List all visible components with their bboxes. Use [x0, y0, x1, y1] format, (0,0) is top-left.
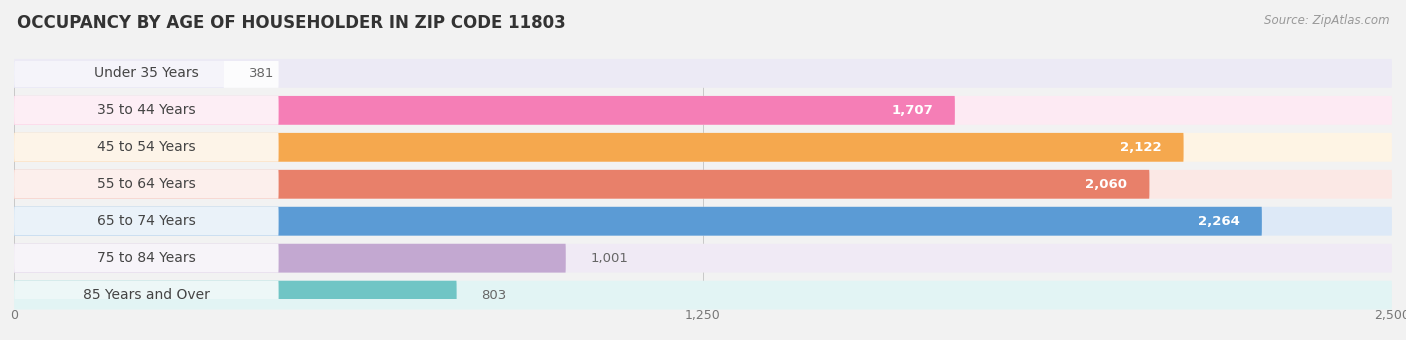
Text: 85 Years and Over: 85 Years and Over: [83, 288, 209, 302]
FancyBboxPatch shape: [14, 207, 1392, 236]
Text: 55 to 64 Years: 55 to 64 Years: [97, 177, 195, 191]
FancyBboxPatch shape: [14, 281, 1392, 309]
FancyBboxPatch shape: [14, 170, 278, 199]
FancyBboxPatch shape: [14, 133, 1184, 162]
Text: 65 to 74 Years: 65 to 74 Years: [97, 214, 195, 228]
FancyBboxPatch shape: [14, 133, 278, 162]
Text: OCCUPANCY BY AGE OF HOUSEHOLDER IN ZIP CODE 11803: OCCUPANCY BY AGE OF HOUSEHOLDER IN ZIP C…: [17, 14, 565, 32]
Text: 803: 803: [481, 289, 506, 302]
Text: 45 to 54 Years: 45 to 54 Years: [97, 140, 195, 154]
Text: 1,707: 1,707: [891, 104, 932, 117]
FancyBboxPatch shape: [14, 244, 565, 273]
Text: 2,060: 2,060: [1085, 178, 1128, 191]
Text: Source: ZipAtlas.com: Source: ZipAtlas.com: [1264, 14, 1389, 27]
FancyBboxPatch shape: [14, 170, 1392, 199]
FancyBboxPatch shape: [14, 96, 278, 125]
FancyBboxPatch shape: [14, 207, 1261, 236]
FancyBboxPatch shape: [14, 244, 1392, 273]
Text: 75 to 84 Years: 75 to 84 Years: [97, 251, 195, 265]
FancyBboxPatch shape: [14, 244, 278, 273]
Text: 381: 381: [249, 67, 274, 80]
FancyBboxPatch shape: [14, 281, 278, 309]
FancyBboxPatch shape: [14, 96, 955, 125]
Text: 1,001: 1,001: [591, 252, 628, 265]
FancyBboxPatch shape: [14, 59, 1392, 88]
Text: 2,122: 2,122: [1121, 141, 1161, 154]
FancyBboxPatch shape: [14, 207, 278, 236]
Text: 35 to 44 Years: 35 to 44 Years: [97, 103, 195, 117]
FancyBboxPatch shape: [14, 59, 278, 88]
FancyBboxPatch shape: [14, 96, 1392, 125]
FancyBboxPatch shape: [14, 281, 457, 309]
FancyBboxPatch shape: [14, 133, 1392, 162]
Text: 2,264: 2,264: [1198, 215, 1240, 228]
FancyBboxPatch shape: [14, 170, 1150, 199]
Text: Under 35 Years: Under 35 Years: [94, 66, 198, 80]
FancyBboxPatch shape: [14, 59, 224, 88]
